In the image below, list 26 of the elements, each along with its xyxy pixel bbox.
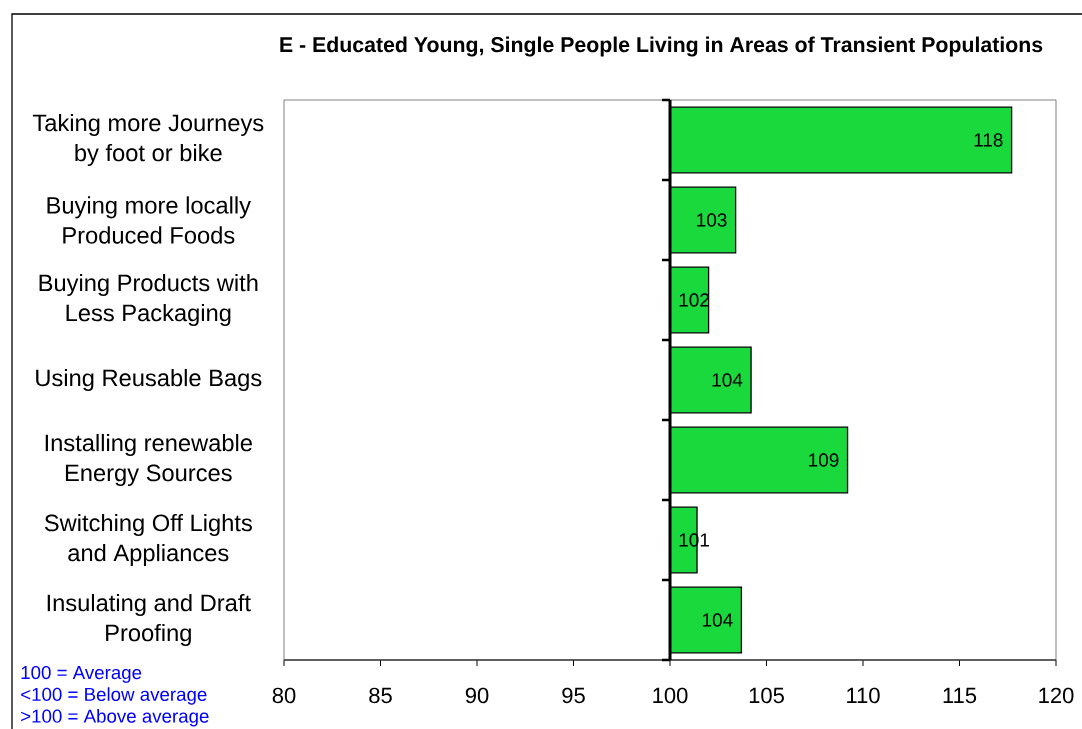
x-tick-label: 120 — [1039, 687, 1074, 704]
data-label: 104 — [712, 373, 743, 387]
x-tick-label: 85 — [369, 687, 392, 704]
data-label: 102 — [679, 293, 709, 307]
y-tick-label: Installing renewable Energy Sources — [45, 433, 252, 487]
text: >100 = Above average — [21, 709, 209, 727]
y-tick-label: Buying more locally Produced Foods — [47, 196, 251, 244]
x-tick-label: 95 — [562, 687, 585, 704]
data-label: 104 — [702, 613, 733, 627]
y-tick-label: Taking more Journeys by foot or bike — [32, 113, 264, 167]
text: 100 = Average — [21, 665, 142, 683]
y-tick-label: Using Reusable Bags — [36, 368, 262, 392]
data-label: 118 — [974, 133, 1003, 147]
data-label: 103 — [697, 213, 727, 227]
text: <100 = Below average — [21, 687, 207, 705]
y-tick-label: Insulating and Draft Proofing — [47, 593, 251, 647]
x-tick-label: 115 — [943, 687, 977, 704]
x-tick-label: 110 — [847, 687, 880, 704]
x-tick-label: 105 — [749, 687, 784, 704]
chart-title: E - Educated Young, Single People Living in Areas of Transient Populations — [280, 36, 1043, 57]
x-tick-label: 90 — [465, 687, 489, 704]
x-tick-label: 80 — [272, 687, 296, 704]
data-label: 109 — [809, 453, 839, 467]
y-tick-label: Buying Products with Less Packaging — [39, 273, 258, 327]
x-tick-label: 100 — [653, 687, 688, 704]
y-tick-label: Switching Off Lights and Appliances — [44, 513, 252, 567]
